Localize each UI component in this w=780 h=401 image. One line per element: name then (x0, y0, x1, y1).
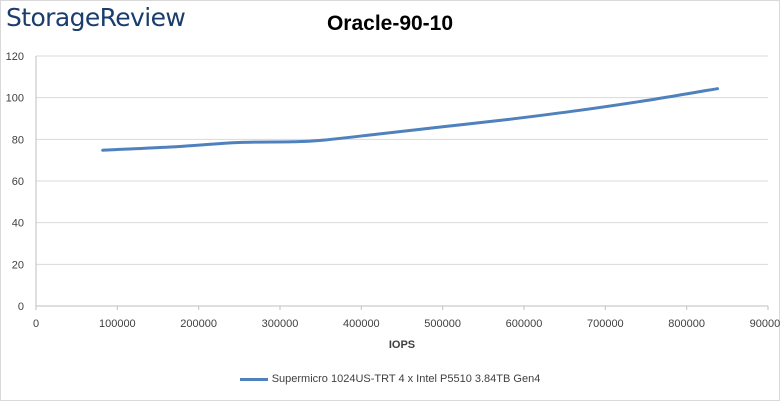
x-tick-label: 200000 (180, 318, 217, 330)
y-tick-label: 120 (6, 51, 24, 63)
x-tick-label: 400000 (343, 318, 380, 330)
y-tick-label: 80 (12, 134, 24, 146)
legend-swatch (239, 377, 268, 381)
x-tick-label: 500000 (424, 318, 461, 330)
y-tick-labels: 0 20 40 60 80 100 120 (6, 51, 24, 313)
y-tick-label: 60 (12, 176, 24, 188)
y-tick-label: 0 (18, 301, 24, 313)
x-tick-labels: 0 100000 200000 300000 400000 500000 600000 700… (33, 318, 780, 330)
x-tick-label: 300000 (262, 318, 299, 330)
series-lines (101, 87, 720, 152)
x-axis-title: IOPS (389, 339, 415, 351)
x-tick-label: 600000 (506, 318, 543, 330)
gridlines (36, 55, 768, 265)
legend-label: Supermicro 1024US-TRT 4 x Intel P5510 3.… (271, 373, 541, 385)
chart-title: Oracle-90-10 (326, 12, 454, 35)
y-tick-label: 40 (12, 218, 24, 230)
y-tick-label: 20 (12, 259, 24, 271)
x-tick-label: 800000 (668, 318, 705, 330)
x-tick-label: 900000 (750, 318, 780, 330)
axes (35, 56, 769, 310)
x-tick-label: 0 (33, 318, 39, 330)
y-tick-label: 100 (6, 93, 24, 105)
x-tick-label: 100000 (99, 318, 136, 330)
legend: Supermicro 1024US-TRT 4 x Intel P5510 3.… (0, 373, 780, 385)
x-tick-label: 700000 (587, 318, 624, 330)
brand-logo: StorageReview (6, 3, 186, 32)
